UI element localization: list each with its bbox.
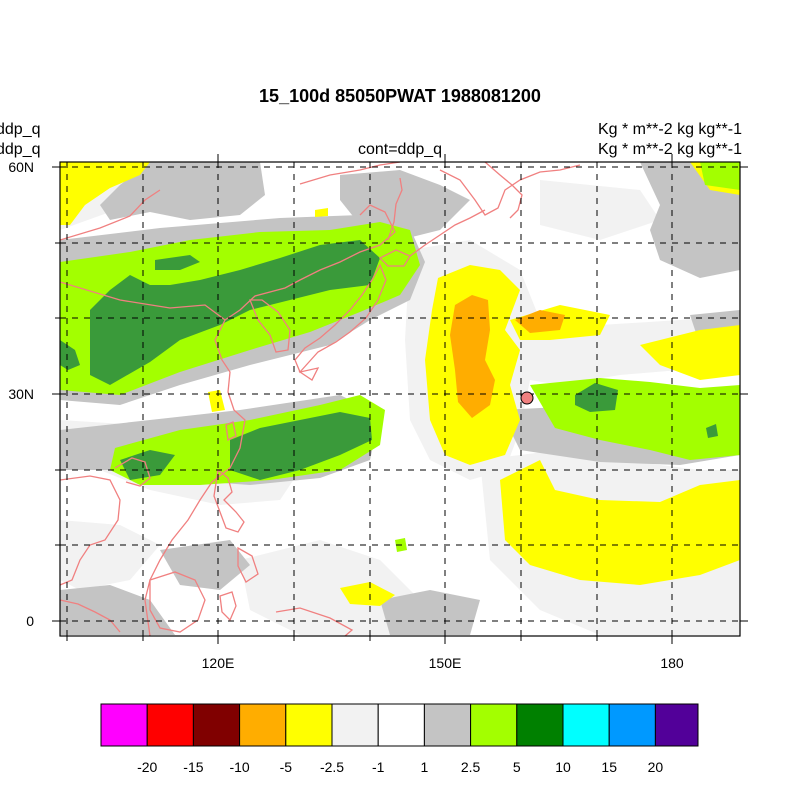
colorbar-label-4: -2.5 xyxy=(320,759,344,775)
coastline-manchuria xyxy=(224,204,396,321)
axis-ticks xyxy=(52,154,748,644)
colorbar-box-7 xyxy=(423,703,472,747)
plot-frame xyxy=(59,161,741,637)
colorbar-label-0: -20 xyxy=(137,759,157,775)
left-label-1: ddp_q xyxy=(0,121,41,138)
colorbar-box-1 xyxy=(146,703,194,747)
coastline-kamchatka-east xyxy=(484,162,523,219)
lon-label-150e: 150E xyxy=(429,655,462,671)
coastline-newguinea xyxy=(275,607,354,636)
coastline-taiwan xyxy=(225,421,237,441)
colorbar-box-2 xyxy=(192,703,241,747)
orange-fields xyxy=(450,295,565,418)
coastline-japan xyxy=(294,263,387,374)
lat-label-0: 0 xyxy=(26,613,34,629)
coastline-siberia xyxy=(60,189,161,241)
coastline-philippines xyxy=(213,468,245,533)
map-title: 15_100d 85050PWAT 1988081200 xyxy=(259,86,541,106)
colorbar-box-11 xyxy=(608,703,656,747)
coastline-sakhalin xyxy=(387,177,403,241)
lat-label-30n: 30N xyxy=(8,386,34,402)
colorbar-label-8: 5 xyxy=(513,759,521,775)
coastline-okhotsk xyxy=(299,162,401,185)
colorbar-label-9: 10 xyxy=(555,759,571,775)
coastline-sulawesi xyxy=(219,591,237,622)
left-label-2: ddp_q xyxy=(0,141,41,158)
grid-lines xyxy=(60,162,740,636)
colorbar-box-6 xyxy=(377,703,425,747)
colorbar-box-12 xyxy=(654,703,699,747)
plot-area xyxy=(60,162,740,636)
colorbar-label-5: -1 xyxy=(372,759,385,775)
colorbar-box-3 xyxy=(239,703,287,747)
colorbar-label-1: -15 xyxy=(183,759,203,775)
colorbar-box-0 xyxy=(100,703,148,747)
colorbar-box-10 xyxy=(562,703,610,747)
coastlines xyxy=(60,162,581,636)
coastline-indochina xyxy=(60,475,121,586)
lon-label-120e: 120E xyxy=(202,655,235,671)
colorbar-label-7: 2.5 xyxy=(461,759,481,775)
colorbar: -20 -15 -10 -5 -2.5 -1 1 2.5 5 10 15 20 xyxy=(100,703,699,775)
colorbar-label-11: 20 xyxy=(648,759,664,775)
coastline-kuril xyxy=(409,209,486,257)
lat-label-60n: 60N xyxy=(8,159,34,175)
coastline-kyushu xyxy=(298,367,320,381)
colorbar-box-9 xyxy=(516,703,564,747)
coastline-kamchatka xyxy=(439,164,581,216)
coastline-borneo xyxy=(149,571,206,633)
center-label: cont=ddp_q xyxy=(358,141,442,158)
colorbar-box-5 xyxy=(331,703,379,747)
colorbar-label-6: 1 xyxy=(421,759,429,775)
coastline-indonesia xyxy=(60,599,121,633)
coastline-asia xyxy=(60,281,246,636)
coastline-korea xyxy=(249,299,291,353)
colorbar-label-10: 15 xyxy=(601,759,617,775)
location-marker xyxy=(520,391,534,405)
coastline-hokkaido xyxy=(378,249,411,267)
colorbar-box-4 xyxy=(285,703,333,747)
right-label-1: Kg * m**-2 kg kg**-1 xyxy=(598,121,742,138)
right-label-2: Kg * m**-2 kg kg**-1 xyxy=(598,141,742,158)
coastline-philippines-south xyxy=(237,546,259,583)
colorbar-box-8 xyxy=(470,703,518,747)
lon-label-180: 180 xyxy=(660,655,684,671)
colorbar-label-2: -10 xyxy=(229,759,249,775)
colorbar-label-3: -5 xyxy=(280,759,293,775)
